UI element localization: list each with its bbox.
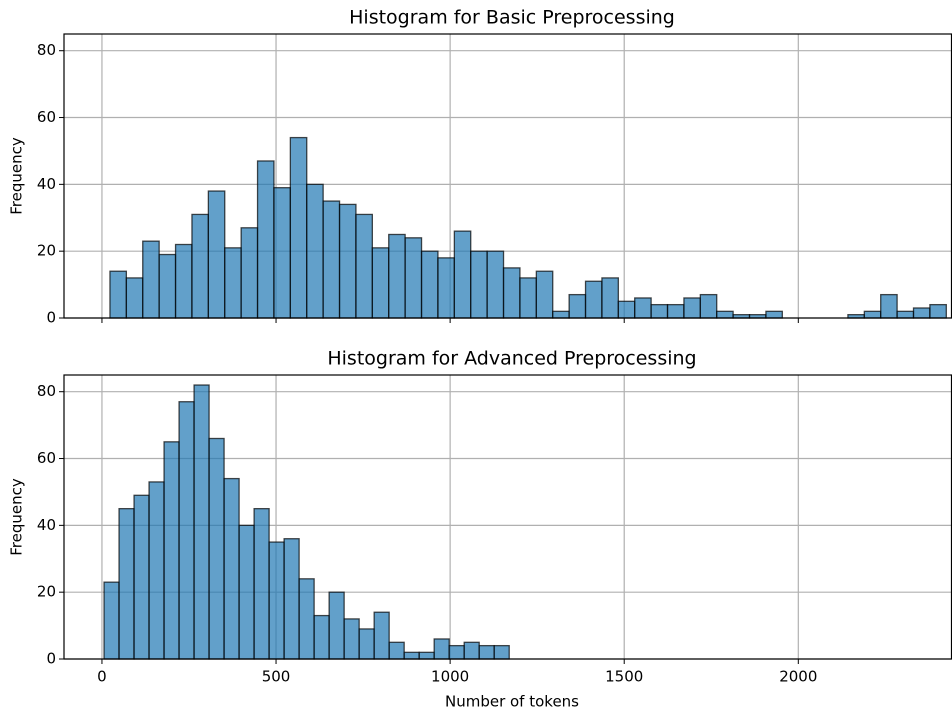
- bar: [519, 277, 537, 319]
- bar: [765, 310, 783, 319]
- bar: [256, 160, 275, 319]
- bar: [283, 538, 300, 660]
- bar: [373, 611, 390, 660]
- bar: [125, 277, 144, 319]
- y-tick-label: 0: [46, 650, 56, 668]
- x-tick-label: 1500: [605, 668, 643, 686]
- bar: [322, 200, 341, 319]
- bar: [403, 651, 420, 660]
- y-axis-label: Frequency: [8, 478, 26, 556]
- bar: [929, 303, 947, 319]
- bar: [404, 237, 423, 319]
- bar: [433, 638, 450, 660]
- bar: [448, 644, 465, 660]
- bar: [103, 581, 120, 660]
- bar: [338, 203, 357, 319]
- bar: [486, 250, 505, 319]
- bar: [118, 507, 135, 660]
- bar: [306, 183, 324, 319]
- bar: [191, 213, 210, 319]
- bar: [683, 297, 701, 319]
- bar: [437, 257, 455, 319]
- bar: [253, 507, 270, 660]
- y-tick-label: 20: [37, 583, 56, 601]
- bar: [343, 618, 360, 660]
- x-tick-label: 0: [97, 668, 107, 686]
- bar: [478, 644, 495, 660]
- bar: [355, 213, 373, 319]
- y-tick-label: 40: [37, 516, 56, 534]
- bar: [238, 524, 255, 660]
- bar: [298, 578, 315, 660]
- bar: [328, 591, 345, 660]
- y-tick-label: 0: [46, 309, 56, 327]
- bar: [863, 310, 882, 319]
- y-tick-label: 60: [37, 449, 56, 467]
- bar: [289, 136, 308, 319]
- bar: [163, 441, 180, 660]
- bar: [207, 190, 226, 319]
- x-axis-label: Number of tokens: [445, 693, 579, 711]
- bar: [552, 310, 570, 319]
- bar: [617, 300, 636, 319]
- y-tick-label: 20: [37, 242, 56, 260]
- bar: [158, 253, 177, 319]
- y-tick-label: 80: [37, 41, 56, 59]
- bar: [912, 307, 931, 319]
- y-tick-label: 40: [37, 175, 56, 193]
- bar: [273, 187, 291, 319]
- bar: [148, 481, 165, 660]
- bar: [240, 227, 259, 319]
- bar: [493, 644, 510, 660]
- bar: [268, 541, 285, 660]
- bar: [109, 270, 128, 319]
- bar: [224, 247, 242, 319]
- y-tick-label: 60: [37, 108, 56, 126]
- bar: [174, 243, 193, 319]
- bar: [650, 303, 669, 319]
- x-tick-label: 2000: [779, 668, 817, 686]
- bar: [880, 293, 898, 319]
- x-tick-label: 1000: [431, 668, 469, 686]
- bar: [420, 250, 439, 319]
- bar: [584, 280, 603, 319]
- y-tick-label: 80: [37, 382, 56, 400]
- bar: [568, 293, 587, 319]
- bar: [358, 628, 375, 660]
- y-axis-label: Frequency: [8, 137, 26, 215]
- bar: [313, 614, 330, 660]
- bar: [601, 277, 619, 319]
- bar: [388, 233, 406, 319]
- bar: [133, 494, 150, 660]
- bar: [193, 384, 210, 660]
- bar: [418, 651, 435, 660]
- bar: [634, 297, 652, 319]
- bar: [223, 477, 240, 660]
- bar: [388, 641, 405, 660]
- bar: [716, 310, 734, 319]
- bar: [470, 250, 488, 319]
- bar: [535, 270, 554, 319]
- chart-title: Histogram for Basic Preprocessing: [349, 7, 675, 29]
- bar: [699, 293, 718, 319]
- bar: [502, 267, 521, 319]
- bar: [463, 641, 480, 660]
- bar: [453, 230, 472, 319]
- x-tick-label: 500: [262, 668, 291, 686]
- chart-title: Histogram for Advanced Preprocessing: [327, 348, 696, 370]
- bar: [896, 310, 915, 319]
- bar: [208, 437, 225, 660]
- bar: [666, 303, 685, 319]
- bar: [178, 401, 195, 660]
- bar: [142, 240, 160, 319]
- bar: [371, 247, 390, 319]
